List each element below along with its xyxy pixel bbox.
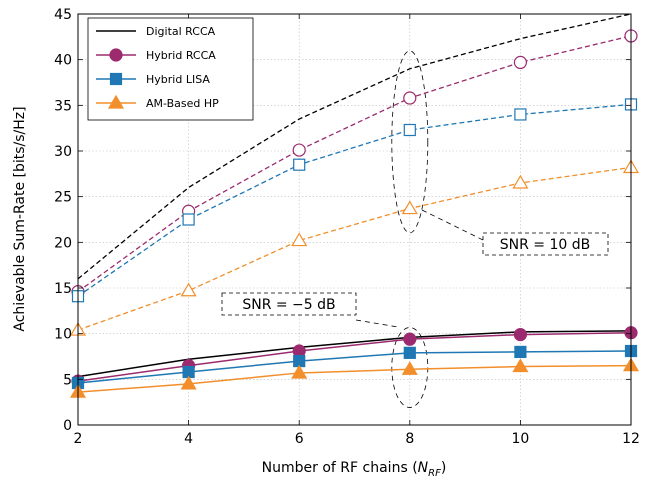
y-tick-label: 30 xyxy=(54,144,72,160)
point-am-based-hp-snr-m5 xyxy=(512,358,529,373)
point-am-based-hp-snr-10 xyxy=(512,174,529,189)
x-axis-title-main: Number of RF chains ( xyxy=(262,460,418,476)
x-tick-label: 2 xyxy=(74,431,83,447)
snr-10-leader xyxy=(421,209,484,241)
x-tick-label: 4 xyxy=(184,431,193,447)
point-am-based-hp-snr-10 xyxy=(401,200,418,215)
point-hybrid-rcca-snr-10 xyxy=(292,143,306,157)
line-digital-rcca-snr-m5 xyxy=(77,330,632,378)
legend-marker-hybrid-rcca xyxy=(109,48,123,62)
point-hybrid-rcca-snr-m5 xyxy=(513,327,528,342)
point-hybrid-lisa-snr-10 xyxy=(514,108,527,121)
snr-m5-leader xyxy=(355,319,399,328)
x-tick-label: 8 xyxy=(405,431,414,447)
point-hybrid-lisa-snr-m5 xyxy=(403,346,416,359)
line-am-based-hp-snr-10 xyxy=(77,166,632,331)
y-axis-title: Achievable Sum-Rate [bits/s/Hz] xyxy=(12,106,28,331)
legend-marker-hybrid-lisa xyxy=(109,72,123,86)
point-am-based-hp-snr-10 xyxy=(291,232,308,247)
line-digital-rcca-snr-10 xyxy=(77,13,632,280)
y-tick-label: 25 xyxy=(54,190,72,206)
y-tick-label: 10 xyxy=(54,327,72,343)
snr-10-ellipse xyxy=(391,50,429,234)
annotation-snr-10-label: SNR = 10 dB xyxy=(500,237,591,253)
legend-label-am-based-hp: AM-Based HP xyxy=(146,97,219,110)
x-axis-title-symbol: N xyxy=(418,460,429,476)
x-tick-label: 6 xyxy=(295,431,304,447)
point-am-based-hp-snr-m5 xyxy=(401,361,418,375)
legend-label-digital-rcca: Digital RCCA xyxy=(146,25,216,38)
line-hybrid-lisa-snr-10 xyxy=(77,103,632,297)
x-axis-title-close: ) xyxy=(441,460,446,476)
legend-item-digital-rcca: Digital RCCA xyxy=(96,25,216,38)
point-am-based-hp-snr-m5 xyxy=(291,364,308,379)
point-hybrid-lisa-snr-10 xyxy=(182,213,195,226)
annotations xyxy=(355,50,484,408)
series-am-based-hp-snr-10 xyxy=(69,159,640,336)
y-tick-label: 0 xyxy=(63,418,72,434)
annotation-snr-10: SNR = 10 dB xyxy=(482,232,609,256)
y-tick-label: 15 xyxy=(54,281,72,297)
y-tick-label: 45 xyxy=(54,7,72,23)
point-am-based-hp-snr-m5 xyxy=(180,375,197,390)
point-am-based-hp-snr-10 xyxy=(180,282,197,297)
point-hybrid-rcca-snr-m5 xyxy=(403,332,417,346)
annotation-snr-m5: SNR = −5 dB xyxy=(221,292,357,316)
line-hybrid-rcca-snr-m5 xyxy=(77,332,632,382)
line-hybrid-rcca-snr-10 xyxy=(77,35,632,293)
series-digital-rcca-snr-10 xyxy=(77,13,632,280)
annotation-snr-m5-box xyxy=(221,292,357,316)
snr-m5-ellipse xyxy=(391,327,429,408)
annotation-snr-m5-label: SNR = −5 dB xyxy=(242,297,335,313)
y-tick-label: 5 xyxy=(63,372,72,388)
x-axis-title-subscript: RF xyxy=(428,468,441,479)
legend-label-hybrid-lisa: Hybrid LISA xyxy=(146,73,210,86)
point-hybrid-lisa-snr-10 xyxy=(293,158,306,171)
point-hybrid-lisa-snr-m5 xyxy=(514,345,527,359)
y-tick-label: 40 xyxy=(54,53,72,69)
axis-ticks: 2 4 6 8 10 12 0 5 10 15 20 25 30 35 40 45 xyxy=(54,7,640,447)
legend-item-hybrid-lisa: Hybrid LISA xyxy=(96,72,210,86)
x-axis-title: Number of RF chains (NRF) xyxy=(262,460,447,479)
legend-item-am-based-hp: AM-Based HP xyxy=(96,94,219,110)
line-hybrid-lisa-snr-m5 xyxy=(77,350,632,384)
series-hybrid-lisa-snr-10 xyxy=(71,98,638,303)
annotation-snr-10-box xyxy=(482,232,609,256)
legend-item-hybrid-rcca: Hybrid RCCA xyxy=(96,48,216,62)
point-hybrid-rcca-snr-10 xyxy=(513,55,528,70)
legend: Digital RCCA Hybrid RCCA Hybrid LISA AM-Bas… xyxy=(87,17,254,121)
legend-marker-am-based-hp xyxy=(107,94,125,109)
point-hybrid-rcca-snr-10 xyxy=(403,91,417,105)
line-am-based-hp-snr-m5 xyxy=(77,364,632,393)
x-tick-label: 12 xyxy=(622,431,640,447)
x-tick-label: 10 xyxy=(511,431,529,447)
legend-label-hybrid-rcca: Hybrid RCCA xyxy=(146,49,216,62)
point-hybrid-lisa-snr-10 xyxy=(403,123,416,137)
plot-frame xyxy=(77,13,632,426)
series-digital-rcca-snr-m5 xyxy=(77,330,632,378)
y-tick-label: 20 xyxy=(54,235,72,251)
y-tick-label: 35 xyxy=(54,98,72,114)
